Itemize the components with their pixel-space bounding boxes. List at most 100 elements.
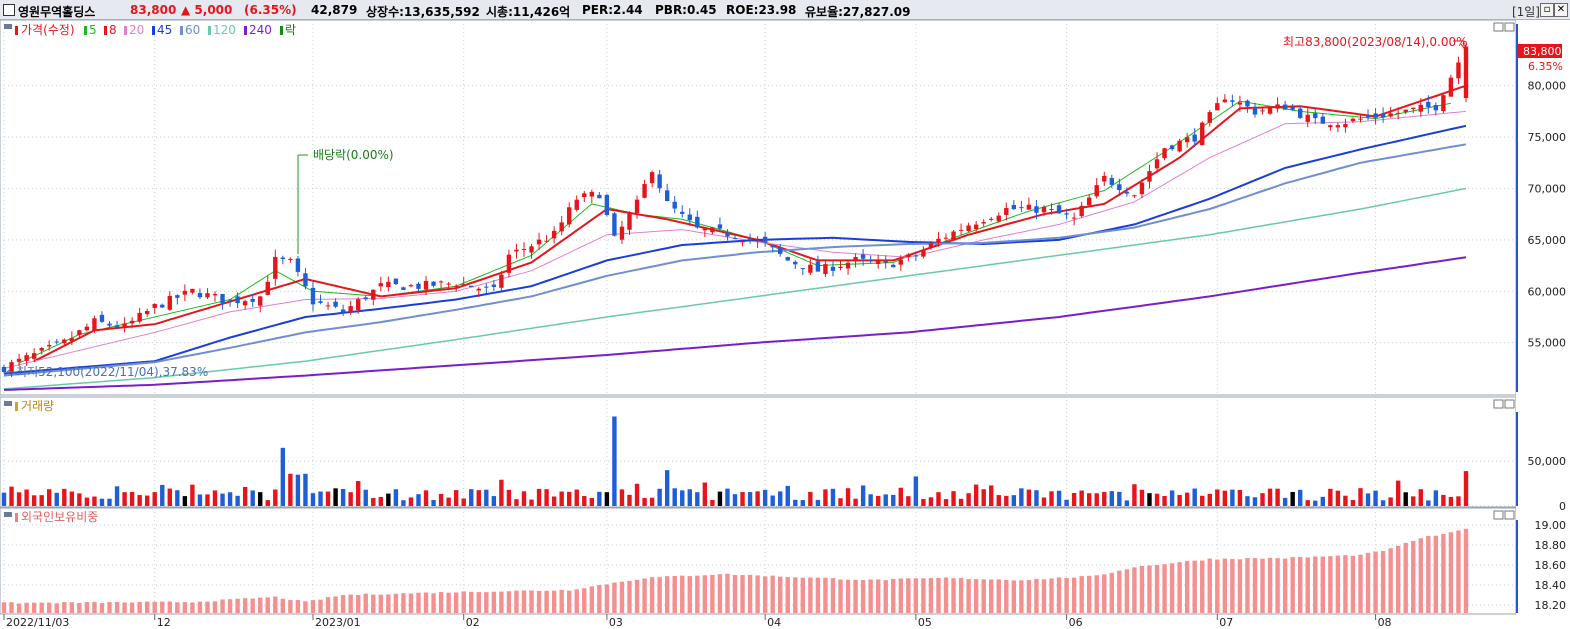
foreign-bar [808,577,813,613]
volume-bar [99,498,105,506]
volume-bar [966,493,971,506]
volume-bar [378,496,384,506]
candle-body [891,264,896,268]
volume-bar [755,491,760,506]
volume-bar [333,488,338,506]
foreign-bar [1147,565,1152,613]
candle-body [205,293,210,298]
volume-bar [1237,489,1243,506]
volume-bar [1411,496,1416,506]
candle-body [408,285,414,287]
period-selector[interactable]: [1일] [1511,5,1540,19]
volume-bar [1230,489,1235,506]
candle-body [800,268,806,270]
current-price: 83,800 [130,3,177,17]
foreign-bar [800,577,806,613]
panel-buttons[interactable] [1493,22,1515,520]
volume-bar [1335,490,1341,506]
foreign-bar [453,592,459,613]
candle-body [928,243,934,248]
candle-body [265,281,270,295]
candle-body [808,264,813,273]
volume-bar [597,491,602,506]
foreign-bar [1373,551,1378,613]
volume-bar [1252,497,1258,506]
volume-bar [921,499,926,506]
foreign-bar [386,594,391,613]
candle-body [747,238,753,241]
volume-bar [574,489,579,506]
candle-body [1192,134,1197,142]
candle-body [1441,95,1446,112]
volume-bar [469,489,474,506]
candle-body [47,344,52,347]
volume-bar [371,498,376,506]
candle-body [318,301,323,303]
foreign-bar [378,594,384,613]
volume-bar [107,498,112,506]
foreign-bar [551,590,557,613]
candle-body [649,172,655,184]
candle-body [423,280,429,290]
price-tick-label: 70,000 [1528,182,1567,195]
price-change-pct: (6.35%) [244,3,297,17]
volume-bar [393,489,399,506]
foreign-bar [1448,532,1454,613]
candle-body [491,284,497,287]
foreign-bar [830,578,836,613]
foreign-bar [589,586,595,613]
foreign-bar [1441,534,1446,613]
volume-bar [1177,494,1182,506]
candle-body [1328,125,1333,128]
legend-ex: 락 [285,23,296,37]
foreign-bar [906,578,911,613]
candle-body [559,222,564,232]
select-checkbox[interactable] [3,4,15,16]
candle-body [1079,205,1084,217]
volume-bar [928,497,934,506]
foreign-bar [318,599,323,613]
last-price-value: 83,800 [1523,45,1562,58]
candle-body [770,245,775,248]
volume-bar [1463,471,1469,506]
foreign-bar [69,602,75,613]
volume-bar [506,489,512,506]
candle-body [1102,175,1107,182]
volume-bar [1102,492,1107,506]
foreign-bar [574,589,579,613]
candle-body [220,293,225,304]
volume-bar [167,488,172,506]
volume-bar [446,497,451,506]
stock-name: 영원무역홀딩스 [18,5,96,19]
candle-body [1365,115,1371,118]
foreign-bar [438,591,444,613]
restore-icon[interactable]: ▫ [1540,3,1554,17]
close-icon[interactable]: ✕ [1554,3,1568,17]
volume-bar [875,495,881,506]
foreign-bar [47,602,52,613]
candle-body [92,318,97,331]
foreign-title: 외국인보유비중 [21,510,98,524]
candle-body [16,358,22,362]
candle-body [393,278,399,285]
volume-bar [800,500,806,506]
candle-body [936,238,941,243]
foreign-bar [1019,580,1024,613]
foreign-bar [612,582,617,613]
foreign-bar [1139,565,1145,613]
foreign-bar [408,593,414,613]
volume-bar [1117,491,1122,506]
candle-body [273,256,278,279]
volume-bar [1275,488,1280,506]
candle-body [1124,191,1130,194]
high-annotation: 최고83,800(2023/08/14),0.00% [1283,35,1468,49]
volume-bar [657,488,662,506]
candle-body [1335,125,1341,128]
foreign-bar [755,575,760,613]
foreign-bar [1237,559,1243,613]
foreign-bar [288,600,293,613]
candle-body [1215,103,1220,111]
volume-bar [197,494,203,506]
stock-chart: 55,000 60,000 65,000 70,000 75,000 80,000 0 50,… [0,20,1570,629]
x-tick-label: 05 [918,616,932,629]
